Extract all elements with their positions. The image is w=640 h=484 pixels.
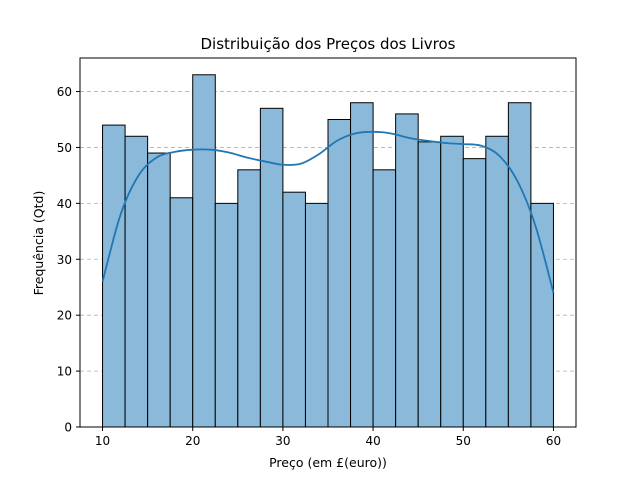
kde-layer xyxy=(101,130,555,294)
kde-curve xyxy=(101,130,555,294)
y-tick-label-10: 10 xyxy=(57,365,72,379)
histogram-bar-10 xyxy=(327,119,352,428)
y-tick-label-40: 40 xyxy=(57,197,72,211)
y-tick-label-30: 30 xyxy=(57,253,72,267)
axes-layer: 10 20 30 40 50 60 0 10 20 30 40 50 60 xyxy=(57,57,577,448)
histogram-bar-9 xyxy=(304,202,329,428)
histogram-bar-16 xyxy=(462,158,487,428)
y-axis-label: Frequência (Qtd) xyxy=(31,191,46,296)
histogram-bar-19 xyxy=(530,202,554,428)
x-tick-label-20: 20 xyxy=(185,434,200,448)
y-tick-label-0: 0 xyxy=(64,421,72,435)
histogram-bar-11 xyxy=(350,102,374,428)
histogram-bar-12 xyxy=(372,169,397,428)
histogram-bar-17 xyxy=(485,135,509,428)
y-tick-label-50: 50 xyxy=(57,141,72,155)
histogram-bar-13 xyxy=(395,113,419,428)
chart-title: Distribuição dos Preços dos Livros xyxy=(201,35,456,53)
histogram-bar-5 xyxy=(214,202,239,428)
x-tick-label-40: 40 xyxy=(365,434,380,448)
y-tick-label-60: 60 xyxy=(57,85,72,99)
x-tick-label-50: 50 xyxy=(456,434,471,448)
bars-layer xyxy=(102,74,554,428)
histogram-bar-7 xyxy=(259,107,284,428)
histogram-bar-6 xyxy=(237,169,261,428)
x-tick-label-10: 10 xyxy=(95,434,110,448)
histogram-bar-4 xyxy=(192,74,216,428)
x-tick-label-60: 60 xyxy=(546,434,561,448)
histogram-bar-14 xyxy=(417,141,442,428)
histogram-bar-18 xyxy=(507,102,532,428)
x-tick-label-30: 30 xyxy=(275,434,290,448)
histogram-bar-0 xyxy=(102,124,126,428)
histogram-bar-15 xyxy=(440,135,464,428)
histogram-bar-3 xyxy=(169,197,194,428)
histogram-bar-2 xyxy=(147,152,171,428)
y-tick-label-20: 20 xyxy=(57,309,72,323)
histogram-bar-8 xyxy=(282,191,306,428)
plot-frame xyxy=(79,57,577,428)
x-axis-label: Preço (em £(euro)) xyxy=(269,455,387,470)
